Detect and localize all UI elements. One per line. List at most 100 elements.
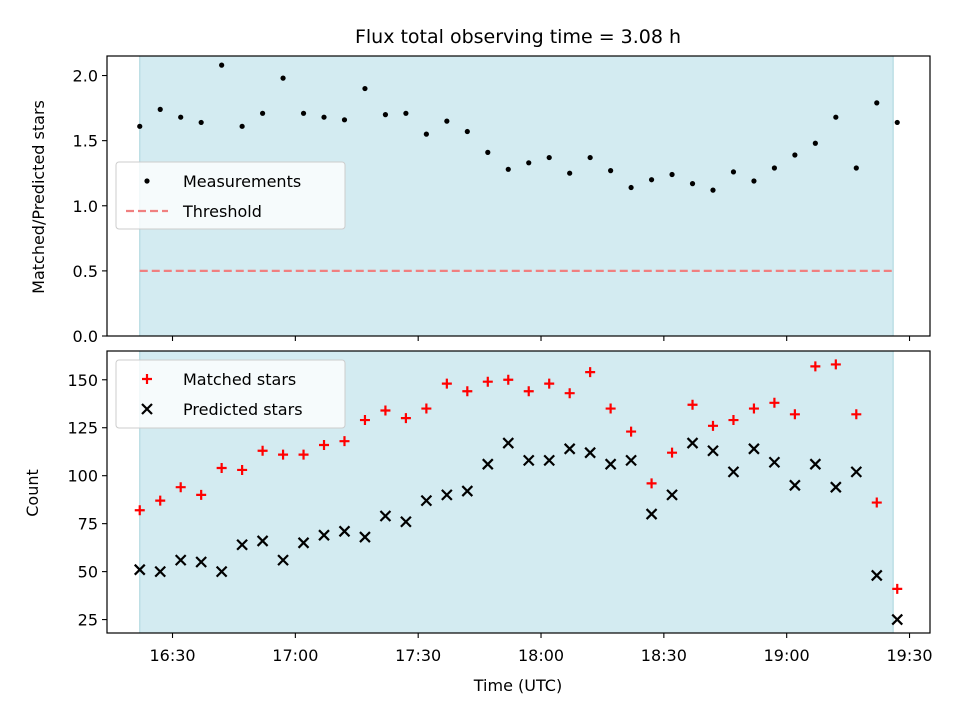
top-point [239, 123, 245, 129]
bottom-point [666, 489, 678, 501]
bottom-point [503, 374, 514, 385]
bottom-point [482, 376, 493, 387]
x-tick-label: 17:30 [395, 646, 441, 665]
bottom-point [175, 482, 186, 493]
bottom-point [298, 449, 309, 460]
bottom-point [359, 531, 371, 543]
top-point [833, 114, 839, 120]
top-point [812, 140, 818, 146]
top-point [730, 169, 737, 175]
bottom-legend-box [115, 359, 346, 429]
bottom-point [789, 479, 801, 492]
bottom-point [461, 485, 474, 497]
top-point [444, 118, 450, 124]
top-point [751, 178, 757, 184]
bottom-point [400, 515, 412, 528]
bottom-y-tick-label: 75 [78, 515, 98, 534]
bottom-point [338, 525, 351, 538]
top-point [178, 114, 184, 120]
top-point [505, 166, 511, 172]
bottom-point [196, 489, 207, 500]
top-point [526, 160, 532, 166]
bottom-point [318, 529, 330, 541]
bottom-point [155, 495, 166, 506]
top-legend-label: Measurements [183, 172, 301, 191]
top-point [362, 85, 368, 92]
top-point [853, 165, 859, 171]
bottom-point [277, 554, 289, 566]
bottom-point [482, 458, 494, 470]
bottom-y-tick-label: 150 [67, 371, 98, 390]
top-y-tick-label: 1.5 [73, 132, 98, 151]
bottom-point [789, 409, 800, 420]
bottom-y-tick-label: 125 [67, 419, 98, 438]
bottom-point [625, 454, 637, 467]
bottom-legend-marker [142, 374, 152, 384]
top-point [894, 119, 900, 126]
bottom-point [420, 494, 433, 507]
x-axis-label: Time (UTC) [473, 676, 562, 695]
top-legend-label: Threshold [182, 202, 262, 221]
bottom-point [810, 361, 821, 372]
bottom-point [256, 535, 269, 547]
top-point [608, 168, 614, 174]
bottom-point [605, 403, 616, 414]
bottom-point [707, 420, 718, 431]
bottom-point [543, 454, 555, 467]
x-tick-label: 17:00 [272, 646, 318, 665]
counts-panel: 25 50 75 100 125 150 16:30 17:00 17:30 18:00 18:30… [67, 350, 933, 665]
bottom-y-axis-label: Count [23, 469, 42, 517]
top-point [874, 100, 880, 106]
bottom-point [462, 386, 473, 397]
bottom-point [236, 538, 248, 551]
bottom-point [851, 409, 862, 420]
bottom-point [522, 454, 535, 467]
top-point [546, 154, 552, 161]
top-point [464, 128, 470, 135]
bottom-series-1 [133, 437, 904, 626]
top-point [485, 149, 491, 155]
bottom-point [686, 437, 699, 449]
bottom-point [174, 554, 187, 566]
x-tick-label: 18:00 [518, 646, 564, 665]
bottom-y-tick-label: 25 [78, 611, 98, 630]
top-point [587, 154, 593, 161]
top-point [567, 170, 573, 176]
top-y-tick-label: 2.0 [73, 67, 98, 86]
bottom-point [687, 399, 698, 410]
bottom-point [748, 403, 759, 414]
bottom-point [748, 443, 760, 455]
bottom-point [707, 444, 719, 457]
top-point [259, 110, 266, 116]
bottom-point [892, 583, 903, 594]
bottom-point [441, 378, 452, 389]
top-legend: Measurements Threshold [115, 161, 346, 230]
bottom-series-0 [134, 359, 903, 594]
top-plot-frame [106, 55, 931, 337]
x-tick-label: 19:30 [886, 646, 932, 665]
top-point [137, 123, 143, 129]
top-point [689, 181, 696, 187]
bottom-point [645, 508, 658, 520]
bottom-point [830, 359, 841, 370]
top-point [157, 106, 163, 112]
bottom-point [278, 449, 289, 460]
top-y-axis-label: Matched/Predicted stars [29, 100, 48, 294]
top-point [198, 119, 204, 126]
bottom-point [870, 569, 883, 582]
top-point [382, 112, 389, 118]
bottom-point [891, 613, 904, 626]
bottom-point [421, 403, 432, 414]
bottom-point [667, 447, 678, 458]
chart-title: Flux total observing time = 3.08 h [355, 26, 681, 48]
top-point [280, 75, 286, 81]
bottom-point [216, 463, 227, 474]
top-point [423, 131, 429, 137]
bottom-point [768, 456, 781, 469]
x-tick-label: 18:30 [641, 646, 687, 665]
top-y-tick-label: 0.0 [73, 327, 98, 346]
bottom-legend-label: Predicted stars [183, 400, 303, 419]
bottom-legend: Matched stars Predicted stars [115, 359, 346, 429]
bottom-point [728, 415, 739, 426]
